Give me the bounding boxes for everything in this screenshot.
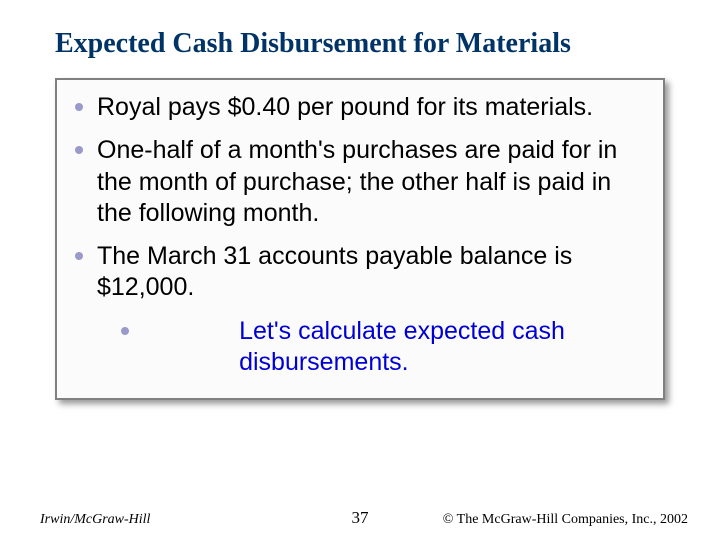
- slide-container: Expected Cash Disbursement for Materials…: [0, 0, 720, 540]
- content-box: Royal pays $0.40 per pound for its mater…: [55, 78, 665, 400]
- bullet-list: Royal pays $0.40 per pound for its mater…: [63, 92, 649, 304]
- bullet-item: The March 31 accounts payable balance is…: [63, 241, 649, 304]
- footer-page-number: 37: [352, 508, 369, 528]
- footer-publisher: Irwin/McGraw-Hill: [40, 512, 150, 528]
- bullet-text: Royal pays $0.40 per pound for its mater…: [97, 93, 593, 121]
- bullet-text: One-half of a month's purchases are paid…: [97, 136, 617, 227]
- sub-bullet-line2: disbursements.: [239, 348, 409, 376]
- bullet-text: The March 31 accounts payable balance is…: [97, 242, 572, 301]
- footer-copyright: © The McGraw-Hill Companies, Inc., 2002: [443, 512, 688, 528]
- slide-title: Expected Cash Disbursement for Materials: [55, 28, 680, 60]
- sub-bullet-item: Let's calculate expected cash disburseme…: [121, 316, 649, 379]
- sub-bullet-text: Let's calculate expected cash disburseme…: [239, 316, 565, 379]
- bullet-item: Royal pays $0.40 per pound for its mater…: [63, 92, 649, 123]
- footer: Irwin/McGraw-Hill 37 © The McGraw-Hill C…: [0, 512, 720, 528]
- bullet-item: One-half of a month's purchases are paid…: [63, 135, 649, 229]
- sub-bullet-line1: Let's calculate expected cash: [239, 317, 565, 345]
